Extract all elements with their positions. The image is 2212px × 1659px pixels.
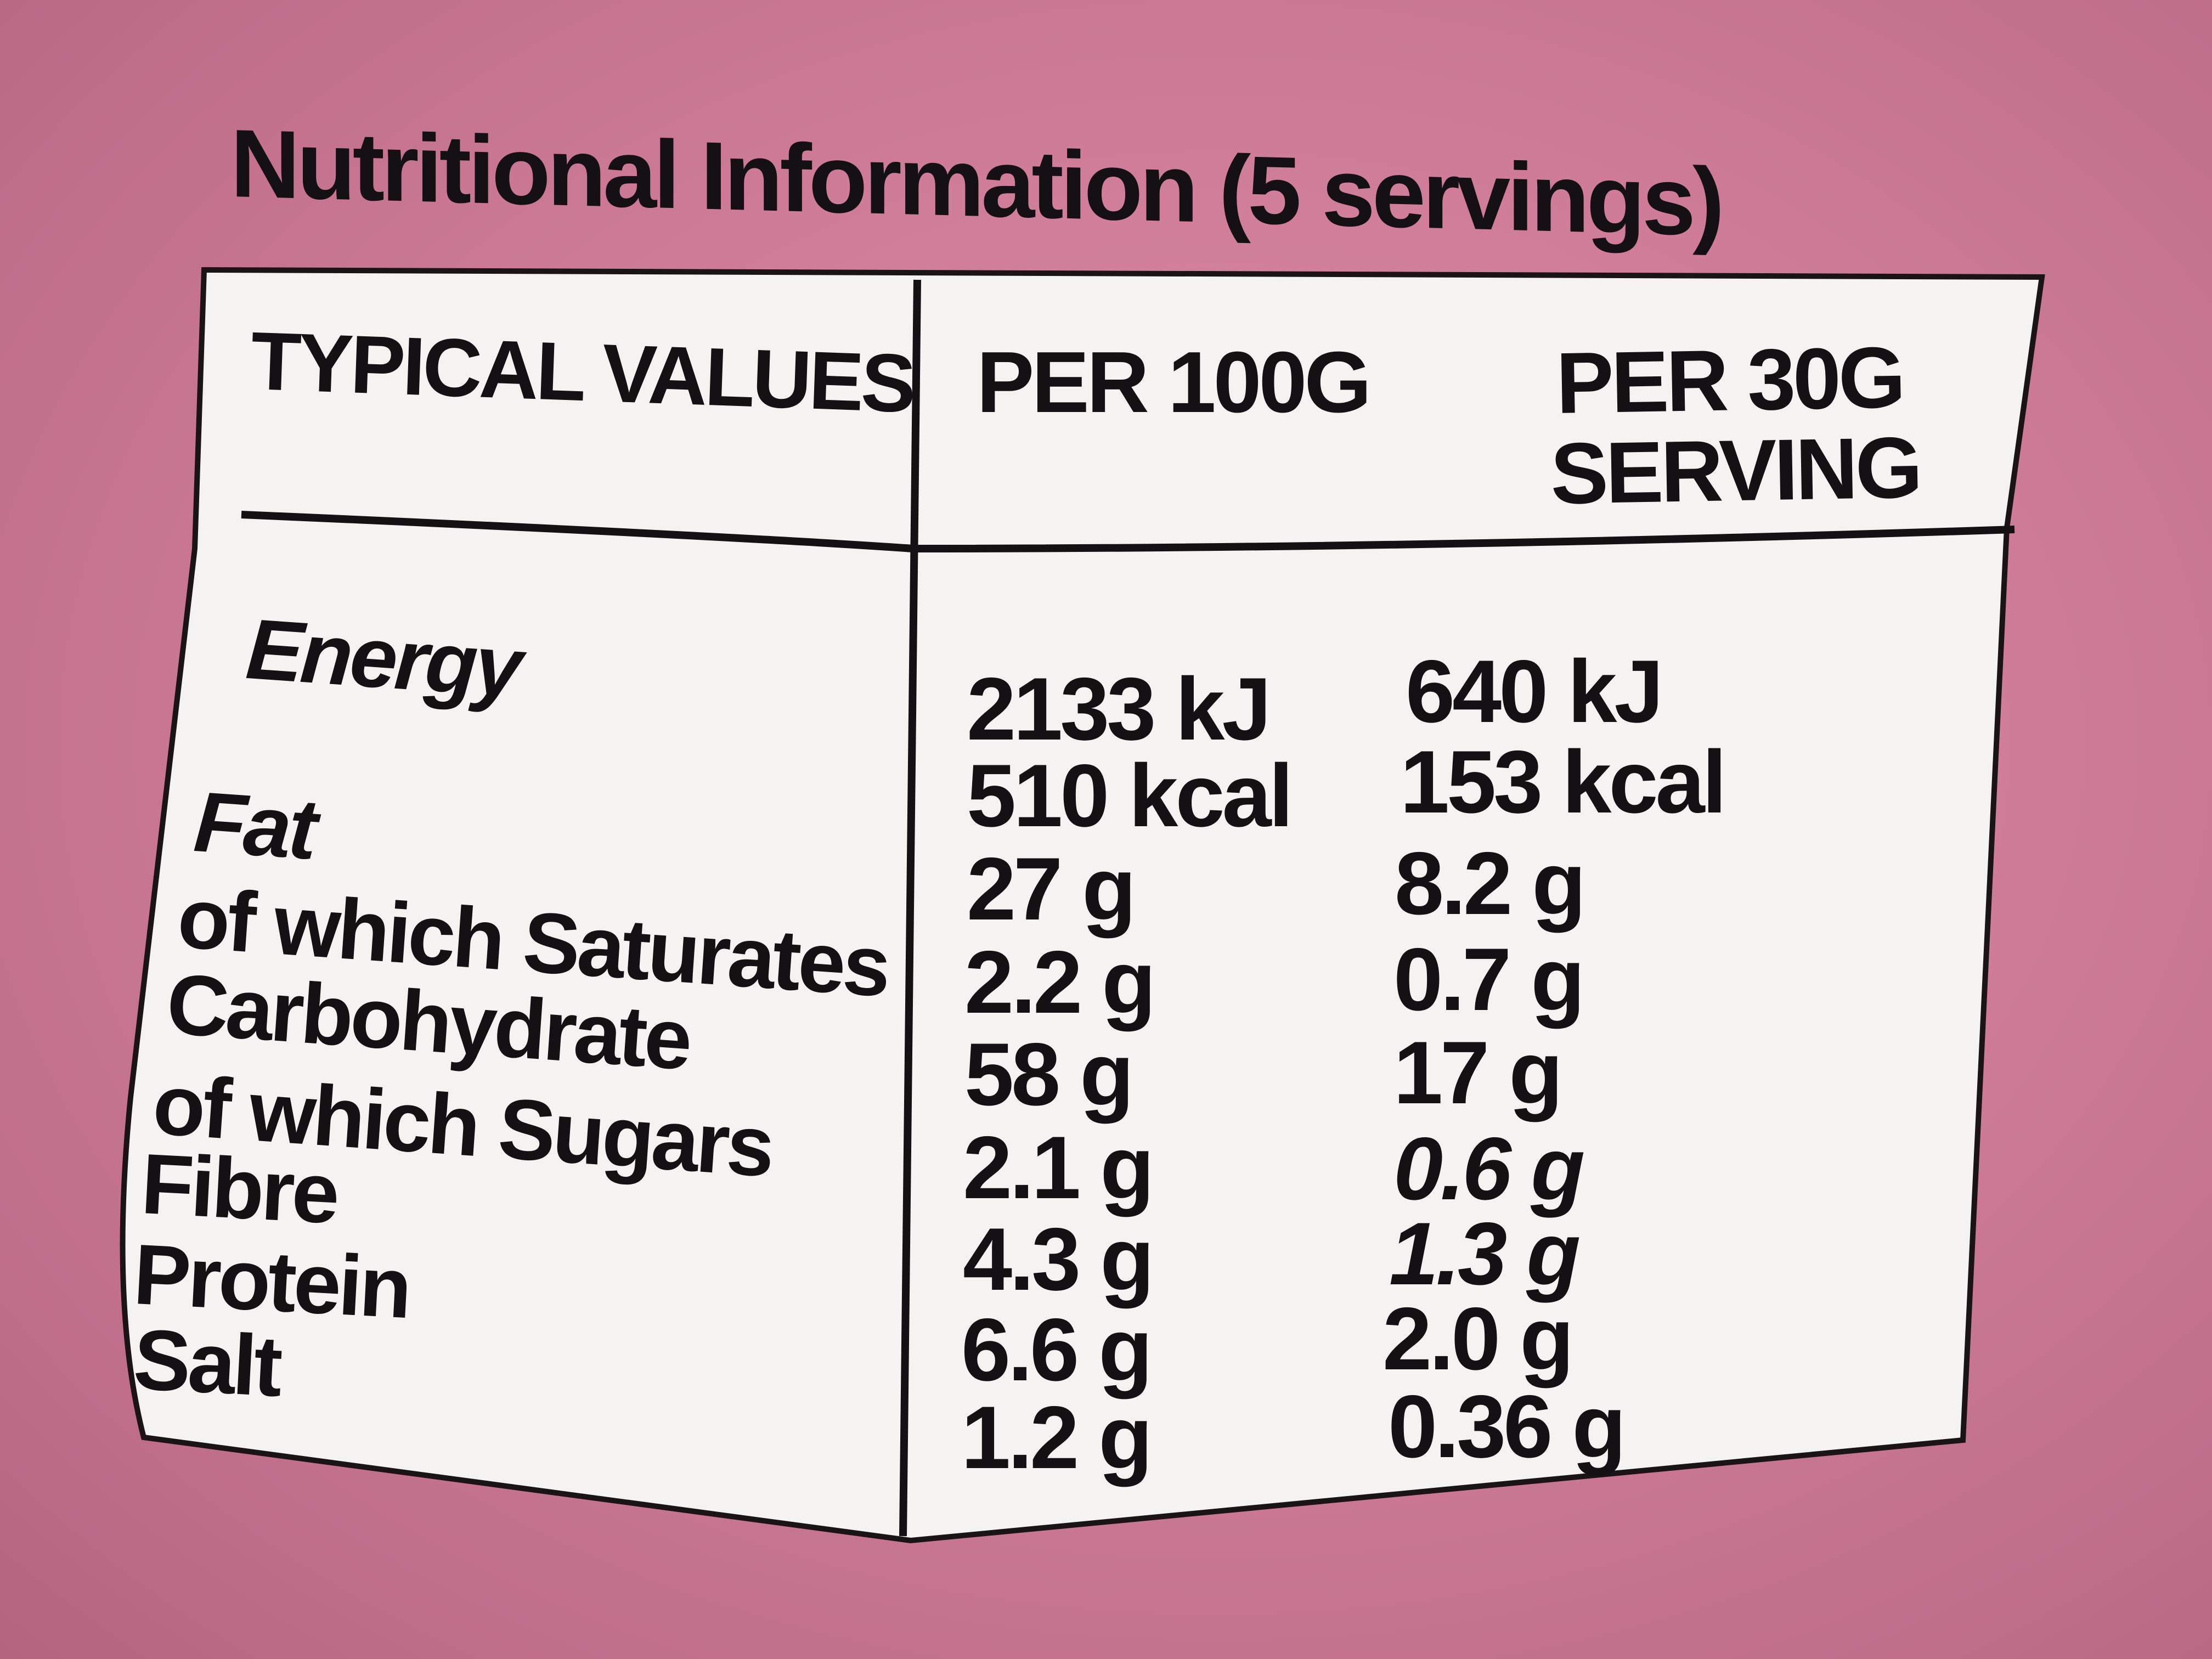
header-serving: SERVING — [1549, 419, 1921, 522]
value-per100-protein: 6.6 g — [961, 1300, 1153, 1400]
label-energy: Energy — [243, 601, 523, 716]
value-per100-fibre: 4.3 g — [963, 1210, 1154, 1309]
header-per-100g: PER 100G — [977, 334, 1372, 431]
value-per100-sugars: 2.1 g — [963, 1118, 1154, 1217]
label-fat: Fat — [191, 774, 318, 878]
header-per-30g: PER 30G — [1555, 329, 1904, 432]
value-per100-fat: 27 g — [967, 839, 1136, 939]
value-per100-salt: 1.2 g — [961, 1388, 1153, 1487]
value-per30-energy-kcal: 153 kcal — [1400, 732, 1727, 832]
value-per100-energy-kj: 2133 kJ — [967, 659, 1272, 759]
header-divider — [241, 511, 2015, 553]
value-per30-fibre: 1.3 g — [1389, 1204, 1581, 1304]
value-per100-saturates: 2.2 g — [964, 933, 1156, 1032]
value-per30-salt: 0.36 g — [1388, 1377, 1626, 1476]
value-per100-energy-kcal: 510 kcal — [967, 746, 1294, 845]
column-divider — [899, 279, 921, 1537]
label-fibre: Fibre — [139, 1136, 340, 1242]
value-per30-sugars: 0.6 g — [1393, 1119, 1585, 1218]
value-per30-fat: 8.2 g — [1395, 834, 1586, 933]
value-per30-carbohydrate: 17 g — [1393, 1023, 1563, 1122]
value-per30-saturates: 0.7 g — [1393, 930, 1585, 1029]
label-salt: Salt — [131, 1312, 283, 1415]
value-per30-energy-kj: 640 kJ — [1406, 642, 1663, 741]
header-typical-values: TYPICAL VALUES — [249, 314, 915, 430]
value-per100-carbohydrate: 58 g — [964, 1025, 1134, 1124]
value-per30-protein: 2.0 g — [1383, 1289, 1574, 1389]
panel-shape — [120, 267, 2045, 1544]
